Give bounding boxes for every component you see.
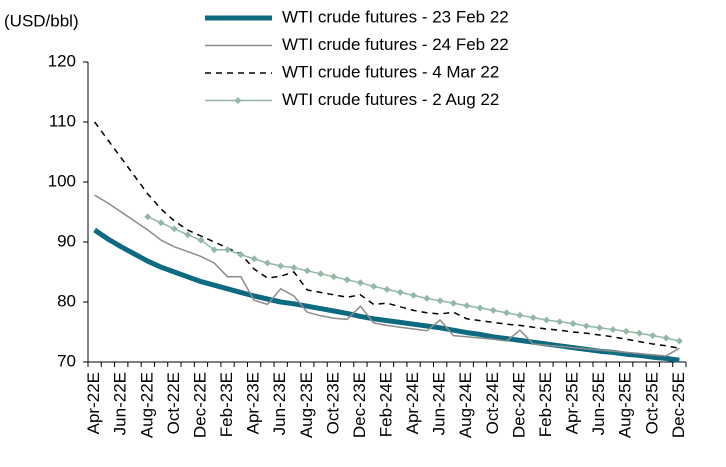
x-tick-label: Aug-23E — [297, 372, 316, 438]
series-marker — [569, 320, 577, 328]
x-tick-label: Oct-24E — [483, 372, 502, 434]
series-marker — [410, 291, 418, 299]
series-marker — [290, 264, 298, 272]
x-tick-label: Dec-23E — [350, 372, 369, 438]
series-marker — [529, 314, 537, 322]
x-tick-label: Apr-24E — [403, 372, 422, 434]
x-tick-label: Jun-22E — [111, 372, 130, 435]
series-marker — [197, 236, 205, 244]
series-marker — [343, 276, 351, 284]
x-tick-label: Aug-24E — [456, 372, 475, 438]
x-tick-label: Oct-22E — [164, 372, 183, 434]
series-marker — [356, 279, 364, 287]
series-marker — [303, 267, 311, 275]
x-tick-label: Apr-25E — [563, 372, 582, 434]
y-tick-label: 70 — [57, 351, 76, 370]
x-tick-label: Dec-22E — [190, 372, 209, 438]
y-axis-label: (USD/bbl) — [4, 11, 79, 30]
series-marker — [675, 337, 683, 345]
series-marker — [489, 306, 497, 314]
series-marker — [582, 322, 590, 330]
series-marker — [184, 231, 192, 239]
x-tick-label: Feb-25E — [536, 372, 555, 437]
x-tick-label: Jun-23E — [270, 372, 289, 435]
x-tick-label: Oct-25E — [642, 372, 661, 434]
series-marker — [396, 288, 404, 296]
x-tick-label: Aug-22E — [137, 372, 156, 438]
series-marker — [662, 334, 670, 342]
series-marker — [224, 246, 232, 254]
series-marker — [144, 213, 152, 221]
y-tick-label: 80 — [57, 291, 76, 310]
series-marker — [210, 246, 218, 254]
series-marker — [157, 219, 165, 227]
series-marker — [383, 285, 391, 293]
series-line — [94, 194, 680, 357]
series-line — [94, 121, 680, 349]
y-tick-label: 90 — [57, 231, 76, 250]
series-marker — [436, 297, 444, 305]
series-marker — [622, 327, 630, 335]
series-marker — [263, 259, 271, 267]
series-marker — [463, 302, 471, 310]
legend-label: WTI crude futures - 2 Aug 22 — [282, 90, 499, 109]
series-marker — [609, 326, 617, 334]
series-marker — [449, 299, 457, 307]
series-marker — [542, 316, 550, 324]
series-marker — [170, 225, 178, 233]
series-marker — [370, 282, 378, 290]
legend-label: WTI crude futures - 4 Mar 22 — [282, 62, 499, 81]
series-marker — [635, 329, 643, 337]
series-marker — [250, 255, 258, 263]
series-marker — [516, 311, 524, 319]
legend-label: WTI crude futures - 23 Feb 22 — [282, 7, 509, 26]
series-marker — [237, 251, 245, 259]
series-marker — [423, 294, 431, 302]
series-marker — [596, 324, 604, 332]
x-tick-label: Oct-23E — [323, 372, 342, 434]
legend-label: WTI crude futures - 24 Feb 22 — [282, 35, 509, 54]
y-tick-label: 110 — [49, 111, 76, 130]
series-marker — [556, 318, 564, 326]
x-tick-label: Feb-23E — [217, 372, 236, 437]
series-marker — [649, 332, 657, 340]
series-marker — [330, 273, 338, 281]
x-tick-label: Feb-24E — [376, 372, 395, 437]
x-tick-label: Aug-25E — [616, 372, 635, 438]
series-marker — [476, 304, 484, 312]
x-tick-label: Jun-25E — [589, 372, 608, 435]
series-marker — [317, 270, 325, 278]
y-tick-label: 100 — [48, 171, 76, 190]
x-tick-label: Apr-23E — [244, 372, 263, 434]
x-tick-label: Apr-22E — [84, 372, 103, 434]
legend-marker — [234, 97, 242, 104]
x-tick-label: Dec-25E — [669, 372, 688, 438]
series-marker — [503, 309, 511, 317]
x-tick-label: Dec-24E — [509, 372, 528, 438]
y-tick-label: 120 — [48, 51, 76, 70]
series-marker — [277, 262, 285, 270]
x-tick-label: Jun-24E — [430, 372, 449, 435]
